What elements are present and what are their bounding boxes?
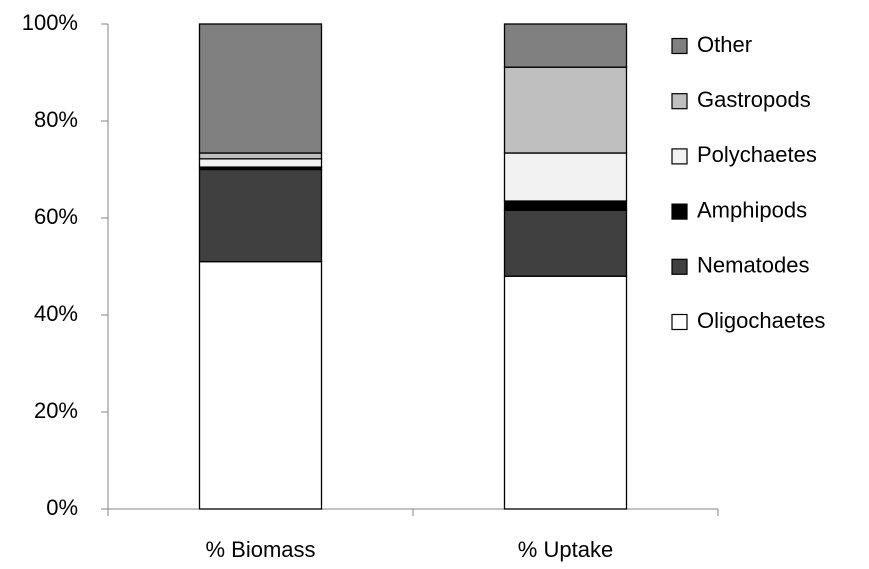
legend-label: Gastropods: [697, 87, 811, 112]
bar-segment: [198, 23, 323, 154]
bar-segment: [503, 200, 628, 211]
y-tick-label: 80%: [34, 107, 78, 132]
legend-label: Polychaetes: [697, 142, 817, 167]
legend-label: Amphipods: [697, 197, 807, 222]
y-tick-label: 60%: [34, 204, 78, 229]
x-tick-label: % Uptake: [518, 537, 613, 562]
legend-swatch: [671, 93, 688, 110]
legend-swatch: [671, 148, 688, 165]
bar-segment: [503, 275, 628, 510]
legend-label: Other: [697, 32, 752, 57]
legend-swatch: [671, 37, 688, 55]
bar-segment: [503, 152, 628, 202]
legend-swatch: [671, 313, 688, 331]
bar-segment: [198, 158, 323, 168]
x-tick-label: % Biomass: [205, 537, 315, 562]
bar-segment: [198, 152, 323, 160]
legend-label: Nematodes: [697, 253, 810, 278]
legend-swatch: [671, 258, 688, 275]
bar-segment: [503, 66, 628, 154]
bar-segment: [198, 260, 323, 510]
bar-segment: [503, 209, 628, 277]
legend-label: Oligochaetes: [697, 308, 825, 333]
y-tick-label: 0%: [46, 495, 78, 520]
bar-segment: [198, 168, 323, 263]
y-tick-label: 20%: [34, 398, 78, 423]
y-tick-label: 100%: [22, 10, 78, 35]
y-tick-label: 40%: [34, 301, 78, 326]
bar-segment: [503, 23, 628, 68]
legend-swatch: [671, 203, 688, 220]
